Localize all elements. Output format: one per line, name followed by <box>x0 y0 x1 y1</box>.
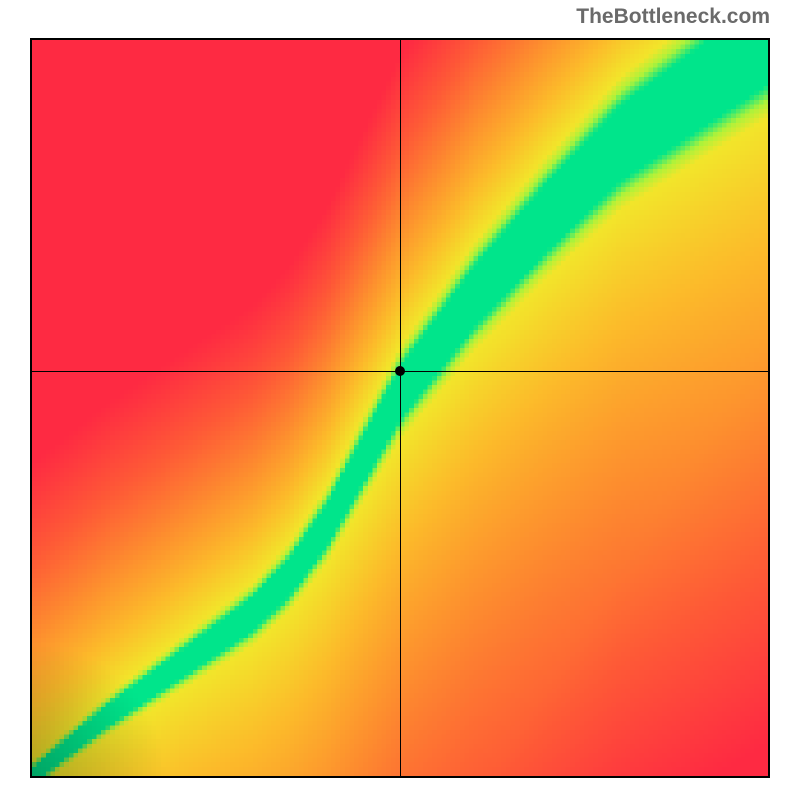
heatmap-canvas <box>32 40 768 776</box>
attribution-text: TheBottleneck.com <box>576 5 770 29</box>
bottleneck-heatmap <box>30 38 770 778</box>
